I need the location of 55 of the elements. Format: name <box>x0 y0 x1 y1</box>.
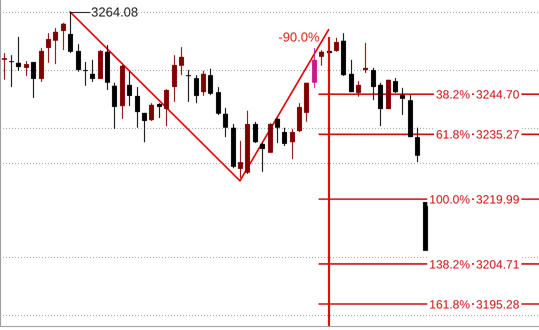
candlestick <box>208 68 213 96</box>
data-label: 3264.08 <box>91 4 138 20</box>
y-tick-label: 3219.99 <box>476 192 520 206</box>
candlestick <box>290 128 295 160</box>
candlestick <box>186 70 191 102</box>
candlestick <box>400 87 405 116</box>
candlestick <box>24 60 29 76</box>
candlestick <box>53 28 58 65</box>
candlestick <box>76 44 81 72</box>
candlestick <box>334 37 339 52</box>
candlestick <box>238 140 243 178</box>
candlestick <box>415 127 420 163</box>
candlestick <box>179 46 184 76</box>
candlestick <box>68 11 73 54</box>
candlestick <box>356 80 361 98</box>
candlestick <box>46 32 51 64</box>
y-tick-label: 3244.70 <box>476 88 520 102</box>
candlestick <box>157 102 162 119</box>
candlestick <box>349 59 354 93</box>
candlestick <box>83 61 88 86</box>
annotation: 100.0% <box>429 192 470 206</box>
annotation: 161.8% <box>429 297 470 312</box>
candlestick <box>194 74 199 104</box>
candlestick <box>393 78 398 94</box>
candlestick <box>2 52 7 80</box>
annotation: 38.2% <box>436 88 470 102</box>
candlestick <box>253 121 258 144</box>
candlestick <box>31 61 36 99</box>
candlestick <box>319 50 324 66</box>
candlestick <box>61 22 66 51</box>
candlestick <box>260 142 265 172</box>
y-tick-label: 3204.71 <box>476 257 520 272</box>
candlestick <box>363 42 368 74</box>
annotation: -90.0% <box>278 29 320 44</box>
candlestick <box>164 88 169 127</box>
candlestick <box>172 54 177 102</box>
candlestick <box>201 70 206 96</box>
annotation: 61.8% <box>436 128 470 142</box>
candlestick <box>9 54 14 88</box>
candlestick <box>16 36 21 72</box>
candlestick <box>112 82 117 130</box>
y-tick-label: 3195.28 <box>476 297 520 312</box>
candlestick <box>142 112 147 143</box>
candlestick <box>312 47 317 88</box>
candlestick <box>90 59 95 82</box>
y-tick-label: 3235.27 <box>476 128 520 142</box>
candlestick <box>275 118 280 144</box>
candlestick <box>127 71 132 107</box>
candlestick <box>216 86 221 116</box>
candlestick <box>282 127 287 147</box>
annotation: 138.2% <box>429 257 470 272</box>
candlestick <box>371 67 376 101</box>
candlestick <box>223 107 228 138</box>
candlestick <box>135 86 140 128</box>
candlestick <box>149 102 154 122</box>
